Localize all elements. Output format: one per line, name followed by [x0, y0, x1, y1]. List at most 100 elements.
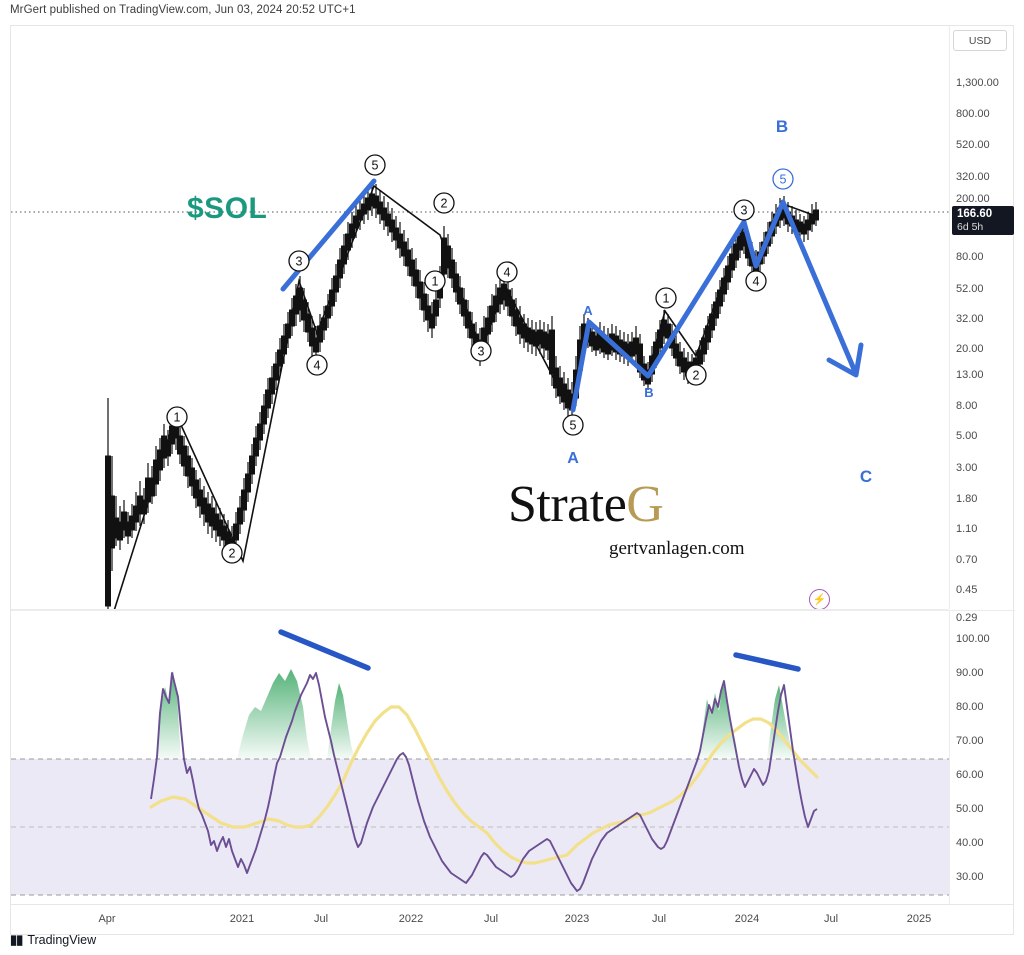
- rsi-tick: 30.00: [956, 871, 984, 883]
- svg-text:2: 2: [441, 197, 448, 211]
- rsi-overbought-fill: [157, 669, 795, 759]
- price-plot-area[interactable]: 1 2 3 4 5 1 2 3 4 5 A A B 1 2 3 4: [11, 26, 949, 609]
- rsi-tick: 60.00: [956, 769, 984, 781]
- impulse-trendline-up: [280, 178, 377, 292]
- brand-name-left: Strate: [508, 476, 627, 533]
- current-price-value: 166.60: [957, 208, 993, 220]
- wave-label-2c: 2: [685, 364, 707, 386]
- rsi-moving-average: [149, 705, 819, 865]
- rsi-tick: 40.00: [956, 837, 984, 849]
- brand-name-accent: G: [626, 476, 664, 533]
- wave-label-3a: 3: [288, 250, 310, 272]
- price-tick: 520.00: [956, 139, 990, 151]
- brand-watermark: StrateG gertvanlagen.com: [508, 476, 808, 560]
- time-tick: 2021: [229, 913, 255, 925]
- price-tick: 13.00: [956, 369, 984, 381]
- wave-label-1b: 1: [424, 270, 446, 292]
- wave-label-2a: 2: [221, 542, 243, 564]
- svg-text:1: 1: [174, 411, 181, 425]
- wave-label-B-minor: B: [644, 385, 653, 400]
- svg-text:4: 4: [753, 275, 760, 289]
- rsi-tick: 80.00: [956, 701, 984, 713]
- price-tick: 52.00: [956, 283, 984, 295]
- price-axis[interactable]: USD 1,300.00 800.00 520.00 320.00 200.00…: [949, 26, 1015, 624]
- price-tick: 32.00: [956, 313, 984, 325]
- tradingview-logo-text: TradingView: [27, 933, 97, 947]
- ticker-symbol-label: $SOL: [187, 192, 268, 225]
- time-tick: Jul: [823, 913, 839, 925]
- wave-label-4c: 4: [745, 270, 767, 292]
- tradingview-mark-icon: ▮▮: [10, 932, 23, 947]
- time-tick: Jul: [483, 913, 499, 925]
- bar-countdown: 6d 5h: [957, 221, 984, 233]
- wave-label-5c: 5: [772, 168, 794, 190]
- price-tick: 5.00: [956, 430, 978, 442]
- price-tick: 0.29: [956, 612, 978, 624]
- wave-label-A-major: A: [567, 450, 579, 467]
- time-tick: 2023: [564, 913, 590, 925]
- rsi-pane: 100.00 90.00 80.00 70.00 60.00 50.00 40.…: [11, 610, 1015, 905]
- price-tick: 80.00: [956, 251, 984, 263]
- svg-text:5: 5: [372, 159, 379, 173]
- svg-text:1: 1: [432, 275, 439, 289]
- time-tick: 2022: [398, 913, 424, 925]
- wave-label-C-target: C: [860, 467, 872, 486]
- rsi-line: [150, 672, 818, 892]
- svg-text:2: 2: [229, 547, 236, 561]
- wave-label-3b: 3: [470, 340, 492, 362]
- pane-badge-icons: ⚡: [809, 589, 830, 609]
- wave-label-group: 1 2 3 4 5 1 2 3 4 5 A A B 1 2 3 4: [166, 117, 872, 564]
- attribution-text: MrGert published on TradingView.com, Jun…: [10, 4, 356, 16]
- svg-text:3: 3: [296, 255, 303, 269]
- rsi-bearish-divergence-2: [733, 652, 801, 672]
- price-tick: 0.70: [956, 554, 978, 566]
- price-tick: 3.00: [956, 462, 978, 474]
- price-tick: 0.45: [956, 584, 978, 596]
- wave-label-3c: 3: [733, 199, 755, 221]
- price-tick: 8.00: [956, 400, 978, 412]
- currency-button[interactable]: USD: [953, 30, 1007, 51]
- svg-text:5: 5: [780, 173, 787, 187]
- rsi-tick: 90.00: [956, 667, 984, 679]
- price-tick: 320.00: [956, 171, 990, 183]
- wave-label-5b: 5: [562, 414, 584, 436]
- rsi-axis[interactable]: 100.00 90.00 80.00 70.00 60.00 50.00 40.…: [949, 611, 1015, 905]
- svg-text:3: 3: [741, 204, 748, 218]
- wave-label-1a: 1: [166, 406, 188, 428]
- wave-label-4b: 4: [496, 261, 518, 283]
- price-pane: 1 2 3 4 5 1 2 3 4 5 A A B 1 2 3 4: [11, 26, 1015, 624]
- time-tick: Jul: [313, 913, 329, 925]
- svg-text:4: 4: [504, 266, 511, 280]
- current-price-badge: 166.60 6d 5h: [952, 206, 1014, 235]
- price-tick: 200.00: [956, 193, 990, 205]
- wave-label-B-major: B: [776, 117, 788, 136]
- price-tick: 1.10: [956, 523, 978, 535]
- price-tick: 20.00: [956, 343, 984, 355]
- rsi-bearish-divergence-1: [278, 629, 371, 671]
- chart-frame: 1 2 3 4 5 1 2 3 4 5 A A B 1 2 3 4: [10, 25, 1015, 905]
- price-tick: 800.00: [956, 108, 990, 120]
- lightning-bolt-icon[interactable]: ⚡: [809, 589, 830, 609]
- time-tick: Apr: [98, 913, 116, 925]
- rsi-series-svg: [11, 629, 949, 896]
- price-tick: 1,300.00: [956, 77, 999, 89]
- time-tick: 2024: [734, 913, 760, 925]
- brand-url: gertvanlagen.com: [609, 538, 745, 559]
- time-axis[interactable]: Apr 2021 Jul 2022 Jul 2023 Jul 2024 Jul …: [10, 905, 1014, 935]
- pane-separator[interactable]: [11, 609, 949, 610]
- wave-label-2b: 2: [433, 192, 455, 214]
- svg-text:5: 5: [570, 419, 577, 433]
- rsi-plot-area[interactable]: [11, 611, 949, 905]
- abc-correction-zigzag: [570, 199, 786, 413]
- rsi-tick: 70.00: [956, 735, 984, 747]
- tradingview-logo[interactable]: ▮▮ TradingView: [10, 932, 96, 948]
- svg-text:3: 3: [478, 345, 485, 359]
- svg-text:4: 4: [314, 359, 321, 373]
- rsi-tick: 50.00: [956, 803, 984, 815]
- wave-label-1c: 1: [655, 287, 677, 309]
- svg-text:1: 1: [663, 292, 670, 306]
- time-tick: Jul: [651, 913, 667, 925]
- projected-wave-c-arrow: [780, 199, 864, 378]
- wave-label-4a: 4: [306, 354, 328, 376]
- price-tick: 1.80: [956, 493, 978, 505]
